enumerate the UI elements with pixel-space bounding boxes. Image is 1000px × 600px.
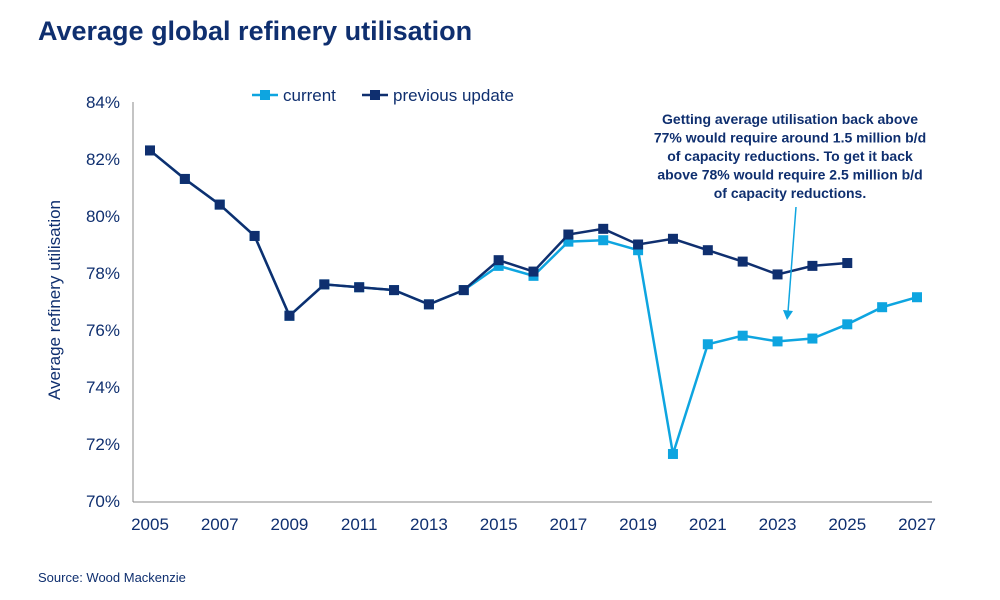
data-point-previous-update bbox=[493, 255, 504, 266]
data-point-previous-update bbox=[807, 260, 818, 271]
data-point-current bbox=[912, 292, 922, 303]
data-point-previous-update bbox=[389, 285, 400, 296]
annotation-text: 77% would require around 1.5 million b/d bbox=[654, 130, 926, 146]
data-point-previous-update bbox=[249, 230, 260, 241]
data-point-previous-update bbox=[319, 279, 330, 290]
y-tick-label: 76% bbox=[86, 321, 120, 340]
legend-label: previous update bbox=[393, 86, 514, 105]
x-tick-label: 2011 bbox=[341, 515, 378, 534]
data-point-previous-update bbox=[737, 256, 748, 267]
data-point-previous-update bbox=[214, 199, 225, 210]
x-tick-label: 2023 bbox=[759, 515, 797, 534]
data-point-previous-update bbox=[284, 310, 295, 321]
x-tick-label: 2025 bbox=[828, 515, 866, 534]
data-point-previous-update bbox=[179, 173, 190, 184]
y-axis-label: Average refinery utilisation bbox=[45, 200, 64, 400]
annotation-text: above 78% would require 2.5 million b/d bbox=[657, 167, 922, 183]
data-point-previous-update bbox=[667, 233, 678, 244]
y-tick-label: 70% bbox=[86, 492, 120, 511]
annotation-text: of capacity reductions. bbox=[714, 185, 866, 201]
legend-marker bbox=[370, 90, 380, 100]
data-point-current bbox=[807, 333, 818, 344]
data-point-current bbox=[633, 245, 644, 256]
data-point-previous-update bbox=[354, 282, 365, 293]
data-point-previous-update bbox=[772, 269, 783, 280]
x-tick-label: 2017 bbox=[549, 515, 587, 534]
x-tick-label: 2007 bbox=[201, 515, 239, 534]
y-tick-label: 74% bbox=[86, 378, 120, 397]
data-point-current bbox=[737, 330, 748, 341]
data-point-current bbox=[493, 260, 504, 271]
data-point-current bbox=[877, 302, 888, 313]
y-tick-label: 78% bbox=[86, 264, 120, 283]
annotation-text: Getting average utilisation back above bbox=[662, 111, 918, 127]
y-tick-label: 72% bbox=[86, 435, 120, 454]
data-point-current bbox=[563, 236, 574, 247]
data-point-previous-update bbox=[702, 245, 713, 256]
data-point-previous-update bbox=[563, 229, 574, 240]
legend-marker bbox=[260, 90, 270, 100]
x-tick-label: 2009 bbox=[271, 515, 309, 534]
data-point-current bbox=[598, 235, 609, 246]
data-point-previous-update bbox=[598, 223, 609, 234]
y-tick-label: 84% bbox=[86, 93, 120, 112]
source-note: Source: Wood Mackenzie bbox=[38, 570, 186, 585]
data-point-current bbox=[772, 336, 783, 347]
data-point-previous-update bbox=[528, 266, 539, 277]
data-point-current bbox=[667, 448, 678, 459]
annotation-text: of capacity reductions. To get it back bbox=[667, 148, 913, 164]
data-point-previous-update bbox=[633, 239, 644, 250]
data-point-previous-update bbox=[842, 258, 853, 269]
x-tick-label: 2019 bbox=[619, 515, 657, 534]
legend-label: current bbox=[283, 86, 336, 105]
annotation-arrow bbox=[787, 206, 797, 313]
x-tick-label: 2013 bbox=[410, 515, 448, 534]
data-point-current bbox=[842, 319, 853, 330]
data-point-previous-update bbox=[145, 145, 155, 156]
x-tick-label: 2027 bbox=[898, 515, 936, 534]
y-tick-label: 80% bbox=[86, 207, 120, 226]
y-tick-label: 82% bbox=[86, 150, 120, 169]
annotation-arrowhead bbox=[783, 310, 793, 320]
data-point-previous-update bbox=[458, 285, 469, 296]
x-tick-label: 2021 bbox=[689, 515, 727, 534]
data-point-current bbox=[702, 339, 713, 350]
x-tick-label: 2015 bbox=[480, 515, 518, 534]
x-tick-label: 2005 bbox=[131, 515, 169, 534]
data-point-previous-update bbox=[423, 299, 434, 310]
chart-title: Average global refinery utilisation bbox=[38, 16, 473, 46]
